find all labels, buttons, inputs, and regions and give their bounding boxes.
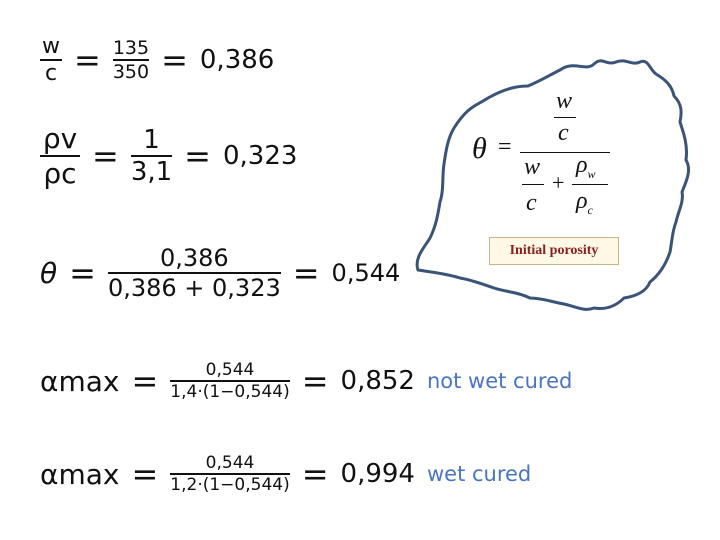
denominator: 350 — [112, 61, 150, 83]
equation-wc-ratio: w c = 135 350 = 0,386 — [40, 34, 274, 86]
w-symbol: w — [524, 154, 541, 180]
equation-alpha-not-wet: αmax = 0,544 1,4·(1−0,544) = 0,852 not w… — [40, 360, 572, 402]
result-value: 0,544 — [331, 259, 401, 287]
equals-sign: = — [69, 254, 96, 292]
fraction-bar — [522, 184, 544, 185]
numerator: 0,544 — [205, 360, 255, 380]
equals-sign: = — [131, 362, 159, 400]
fraction-bar — [554, 117, 576, 118]
denominator: 1,2·(1−0,544) — [170, 475, 290, 495]
theta-symbol: θ — [472, 132, 487, 165]
equals-sign: = — [184, 137, 211, 175]
alpha-fraction: 0,544 1,4·(1−0,544) — [170, 360, 290, 402]
numerator: 1 — [143, 125, 160, 155]
numerator: 0,544 — [205, 453, 255, 473]
fraction-bar — [107, 272, 281, 274]
fraction-bar — [572, 184, 608, 185]
fraction-bar — [112, 59, 150, 61]
hand-drawn-outline — [415, 59, 690, 311]
rho-c: ρc — [43, 157, 77, 190]
density-fraction: ρv ρc — [40, 122, 80, 190]
value-fraction: 1 3,1 — [130, 125, 173, 187]
result-value: 0,994 — [340, 459, 415, 489]
result-value: 0,386 — [199, 45, 275, 75]
numerator: 135 — [112, 37, 150, 59]
result-value: 0,323 — [222, 141, 298, 171]
main-fraction-bar — [520, 152, 610, 153]
c-symbol: c — [44, 61, 58, 86]
alpha-fraction: 0,544 1,2·(1−0,544) — [170, 453, 290, 495]
alpha-max-symbol: αmax — [40, 364, 120, 398]
fraction-bar — [130, 155, 173, 157]
value-fraction: 135 350 — [112, 37, 150, 83]
rho-w: ρw — [576, 152, 596, 181]
equation-density-ratio: ρv ρc = 1 3,1 = 0,323 — [40, 122, 297, 190]
c-symbol: c — [526, 190, 537, 216]
c-symbol: c — [558, 120, 569, 146]
equals-sign: = — [292, 254, 320, 292]
porosity-formula: θ = w c w c + ρw ρc — [472, 88, 622, 230]
theta-fraction: 0,386 0,386 + 0,323 — [107, 244, 281, 302]
initial-porosity-label: Initial porosity — [489, 237, 619, 265]
equals-sign: = — [301, 362, 329, 400]
equals-sign: = — [74, 41, 101, 79]
equation-alpha-wet: αmax = 0,544 1,2·(1−0,544) = 0,994 wet c… — [40, 453, 531, 495]
curing-note: not wet cured — [426, 369, 573, 393]
rho-c: ρc — [576, 188, 593, 217]
result-value: 0,852 — [340, 366, 415, 396]
rho-v: ρv — [42, 122, 78, 155]
alpha-max-symbol: αmax — [40, 457, 120, 491]
curing-note: wet cured — [426, 462, 532, 486]
w-symbol: w — [42, 34, 60, 59]
fraction-bar — [170, 473, 290, 475]
theta-symbol: θ — [40, 256, 58, 290]
equals-sign: = — [301, 455, 329, 493]
numerator: 0,386 — [159, 244, 229, 272]
equals-sign: = — [92, 137, 119, 175]
fraction-bar — [170, 380, 290, 382]
wc-fraction: w c — [40, 34, 62, 86]
w-symbol: w — [556, 88, 573, 114]
equals-sign: = — [131, 455, 159, 493]
fraction-bar — [40, 155, 80, 157]
equals-sign: = — [498, 134, 512, 160]
denominator: 3,1 — [130, 157, 173, 187]
equals-sign: = — [161, 41, 188, 79]
fraction-bar — [40, 59, 62, 61]
denominator: 0,386 + 0,323 — [107, 274, 281, 302]
plus-sign: + — [552, 170, 565, 195]
equation-theta: θ = 0,386 0,386 + 0,323 = 0,544 — [40, 244, 400, 302]
denominator: 1,4·(1−0,544) — [170, 382, 290, 402]
